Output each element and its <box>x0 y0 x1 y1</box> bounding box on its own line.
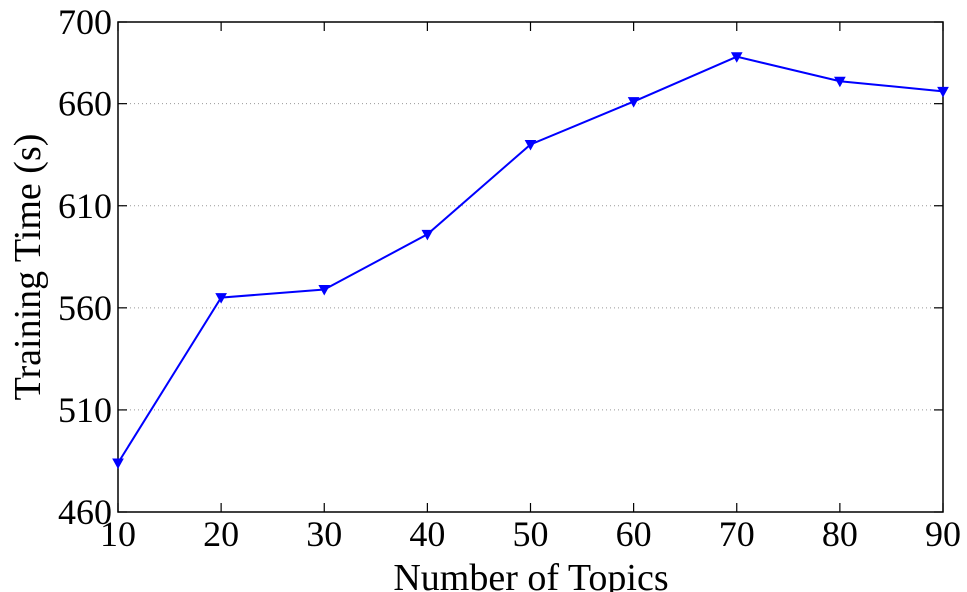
data-point-marker <box>730 52 743 63</box>
data-point-marker <box>834 76 846 88</box>
x-tick-label: 90 <box>925 514 961 554</box>
axis-ticks: 460 510 560 610 660 700 10 20 30 40 50 60 70 80 90 <box>58 2 961 554</box>
data-point-marker <box>524 140 537 151</box>
series-layer <box>112 52 949 470</box>
y-axis-title: Training Time (s) <box>7 134 49 401</box>
x-tick-label: 10 <box>100 514 136 554</box>
data-point-marker <box>318 284 331 296</box>
data-point-marker <box>627 97 640 108</box>
y-tick-label: 610 <box>58 186 112 226</box>
data-point-marker <box>937 86 949 98</box>
series-line <box>117 55 944 464</box>
x-tick-label: 80 <box>822 514 858 554</box>
x-axis-title: Number of Topics <box>393 557 668 592</box>
y-tick-label: 560 <box>58 288 112 328</box>
data-point-marker <box>112 458 124 470</box>
data-point-marker <box>421 229 434 241</box>
y-tick-label: 460 <box>58 492 112 532</box>
grid-lines <box>118 103 943 411</box>
x-tick-label: 50 <box>513 514 549 554</box>
data-point-marker <box>215 293 227 304</box>
x-tick-label: 30 <box>306 514 342 554</box>
y-tick-label: 700 <box>58 2 112 42</box>
x-tick-label: 40 <box>409 514 445 554</box>
x-tick-label: 70 <box>719 514 755 554</box>
y-tick-label: 510 <box>58 390 112 430</box>
plot-frame <box>117 21 944 513</box>
x-tick-label: 60 <box>616 514 652 554</box>
y-tick-label: 660 <box>58 84 112 124</box>
x-tick-label: 20 <box>203 514 239 554</box>
